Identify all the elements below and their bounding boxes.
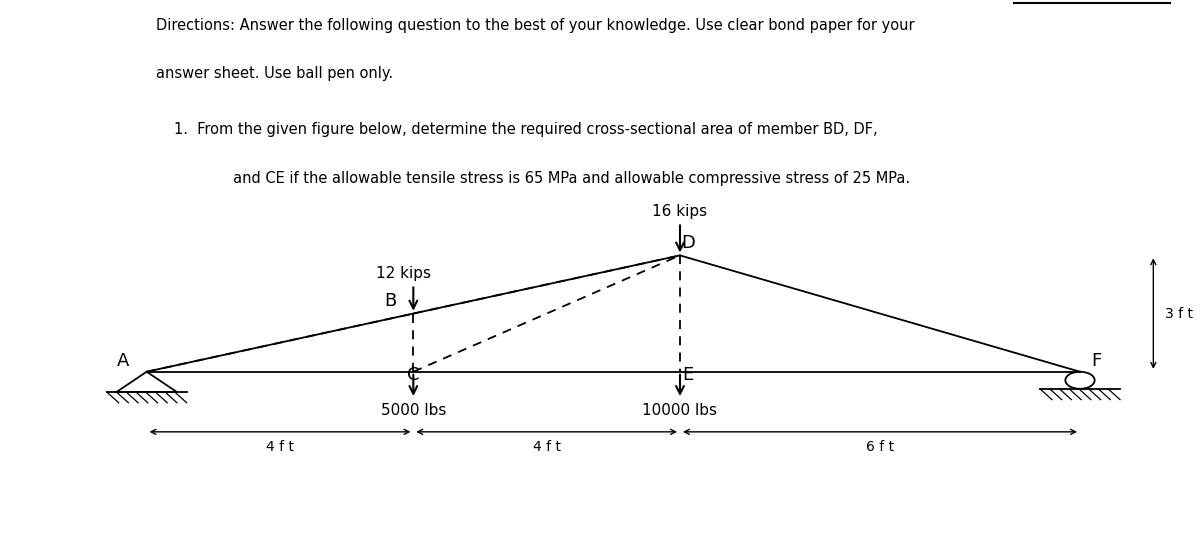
- Text: answer sheet. Use ball pen only.: answer sheet. Use ball pen only.: [156, 66, 394, 81]
- Text: F: F: [1092, 352, 1102, 370]
- Text: and CE if the allowable tensile stress is 65 MPa and allowable compressive stres: and CE if the allowable tensile stress i…: [210, 171, 910, 186]
- Text: 4 f t: 4 f t: [266, 440, 294, 454]
- Text: A: A: [118, 352, 130, 370]
- Text: E: E: [683, 366, 694, 384]
- Text: D: D: [682, 234, 695, 252]
- Text: B: B: [384, 293, 396, 310]
- Text: 10000 lbs: 10000 lbs: [642, 403, 718, 418]
- Text: 12 kips: 12 kips: [376, 266, 431, 281]
- Text: 1.  From the given figure below, determine the required cross-sectional area of : 1. From the given figure below, determin…: [174, 122, 877, 137]
- Text: 6 f t: 6 f t: [866, 440, 894, 454]
- Text: C: C: [407, 366, 420, 384]
- Text: 4 f t: 4 f t: [533, 440, 560, 454]
- Text: 16 kips: 16 kips: [653, 204, 708, 219]
- Text: 3 f t: 3 f t: [1165, 306, 1193, 321]
- Text: 5000 lbs: 5000 lbs: [380, 403, 446, 418]
- Text: Directions: Answer the following question to the best of your knowledge. Use cle: Directions: Answer the following questio…: [156, 18, 914, 33]
